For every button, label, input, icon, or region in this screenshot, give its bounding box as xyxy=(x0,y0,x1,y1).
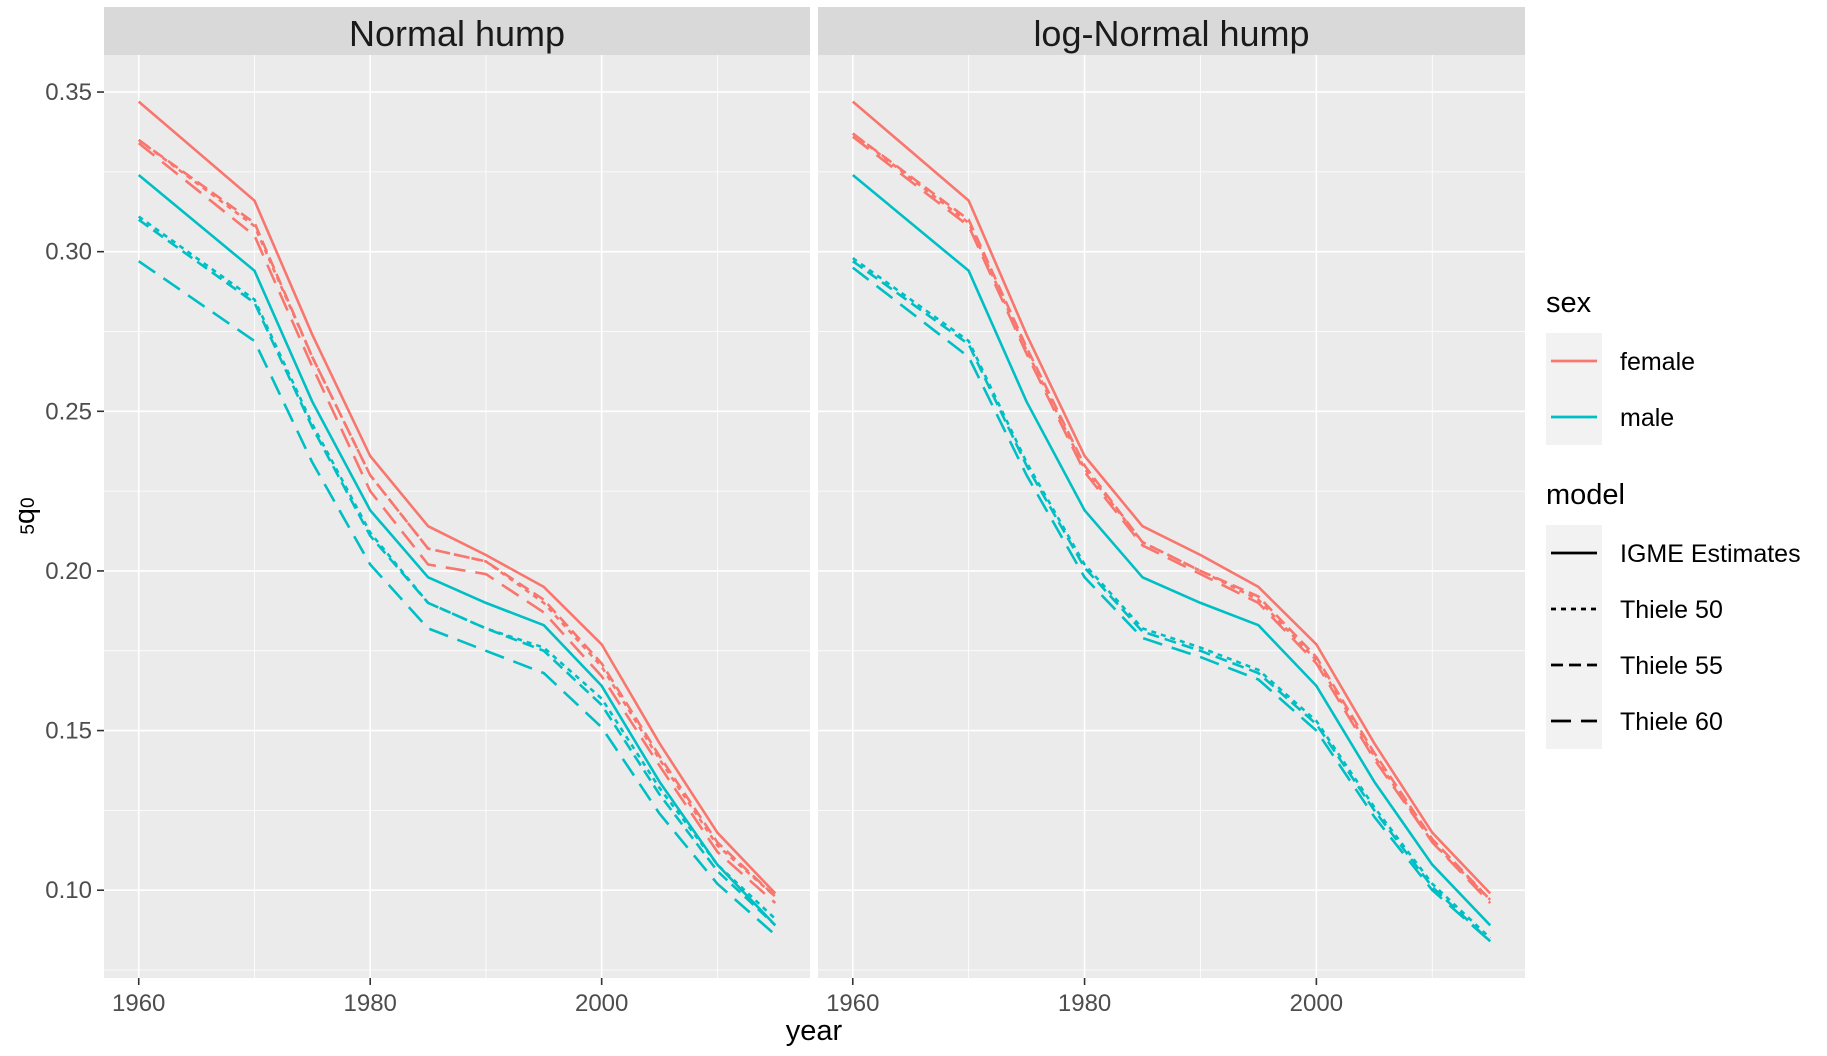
y-tick-label: 0.25 xyxy=(45,398,92,425)
x-tick-label: 1960 xyxy=(112,990,165,1017)
panel-background-0 xyxy=(104,55,810,978)
series-line-female-igme-estimates xyxy=(137,100,777,895)
series-line-female-igme-estimates xyxy=(851,100,1492,895)
series-line-female-thiele-60 xyxy=(137,142,777,904)
series-line-male-thiele-60 xyxy=(137,260,777,936)
series-line-female-thiele-50 xyxy=(137,138,777,898)
x-axis-title: year xyxy=(786,1015,843,1047)
legend-label-male: male xyxy=(1620,404,1674,432)
facet-title-0: Normal hump xyxy=(349,13,565,54)
series-line-male-igme-estimates xyxy=(851,173,1492,927)
legend-title-model: model xyxy=(1546,479,1625,511)
y-tick-label: 0.10 xyxy=(45,877,92,904)
series-line-male-thiele-50 xyxy=(852,257,1492,940)
legend-label-thiele-60: Thiele 60 xyxy=(1620,708,1723,736)
y-axis-title-part: q xyxy=(9,508,41,524)
series-line-female-thiele-60 xyxy=(852,135,1492,904)
y-tick-label: 0.35 xyxy=(45,79,92,106)
x-tick-label: 2000 xyxy=(1290,990,1343,1017)
y-axis-title: 5q0 xyxy=(9,497,41,534)
series-line-male-igme-estimates xyxy=(137,173,777,927)
legend-label-thiele-50: Thiele 50 xyxy=(1620,596,1723,624)
y-axis-title-part: 0 xyxy=(18,497,39,508)
y-tick-label: 0.20 xyxy=(45,558,92,585)
x-tick-label: 1980 xyxy=(344,990,397,1017)
facet-strip-0 xyxy=(104,7,810,55)
series-line-female-thiele-55 xyxy=(137,138,777,898)
legend-label-thiele-55: Thiele 55 xyxy=(1620,652,1723,680)
y-tick-label: 0.30 xyxy=(45,239,92,266)
legend-label-female: female xyxy=(1620,348,1695,376)
x-tick-label: 2000 xyxy=(575,990,628,1017)
facet-strip-1 xyxy=(818,7,1525,55)
facet-title-1: log-Normal hump xyxy=(1033,13,1309,54)
legend-label-igme-estimates: IGME Estimates xyxy=(1620,540,1801,568)
series-line-male-thiele-50 xyxy=(137,215,777,920)
x-tick-label: 1980 xyxy=(1058,990,1111,1017)
series-line-female-thiele-50 xyxy=(852,132,1492,901)
panel-background-1 xyxy=(818,55,1525,978)
legend-title-sex: sex xyxy=(1546,287,1592,319)
series-line-male-thiele-55 xyxy=(137,218,777,927)
series-line-male-thiele-55 xyxy=(852,260,1492,943)
x-tick-label: 1960 xyxy=(826,990,879,1017)
series-line-female-thiele-55 xyxy=(852,132,1492,901)
series-line-male-thiele-60 xyxy=(852,266,1492,943)
y-axis-title-part: 5 xyxy=(18,524,39,535)
y-tick-label: 0.15 xyxy=(45,718,92,745)
